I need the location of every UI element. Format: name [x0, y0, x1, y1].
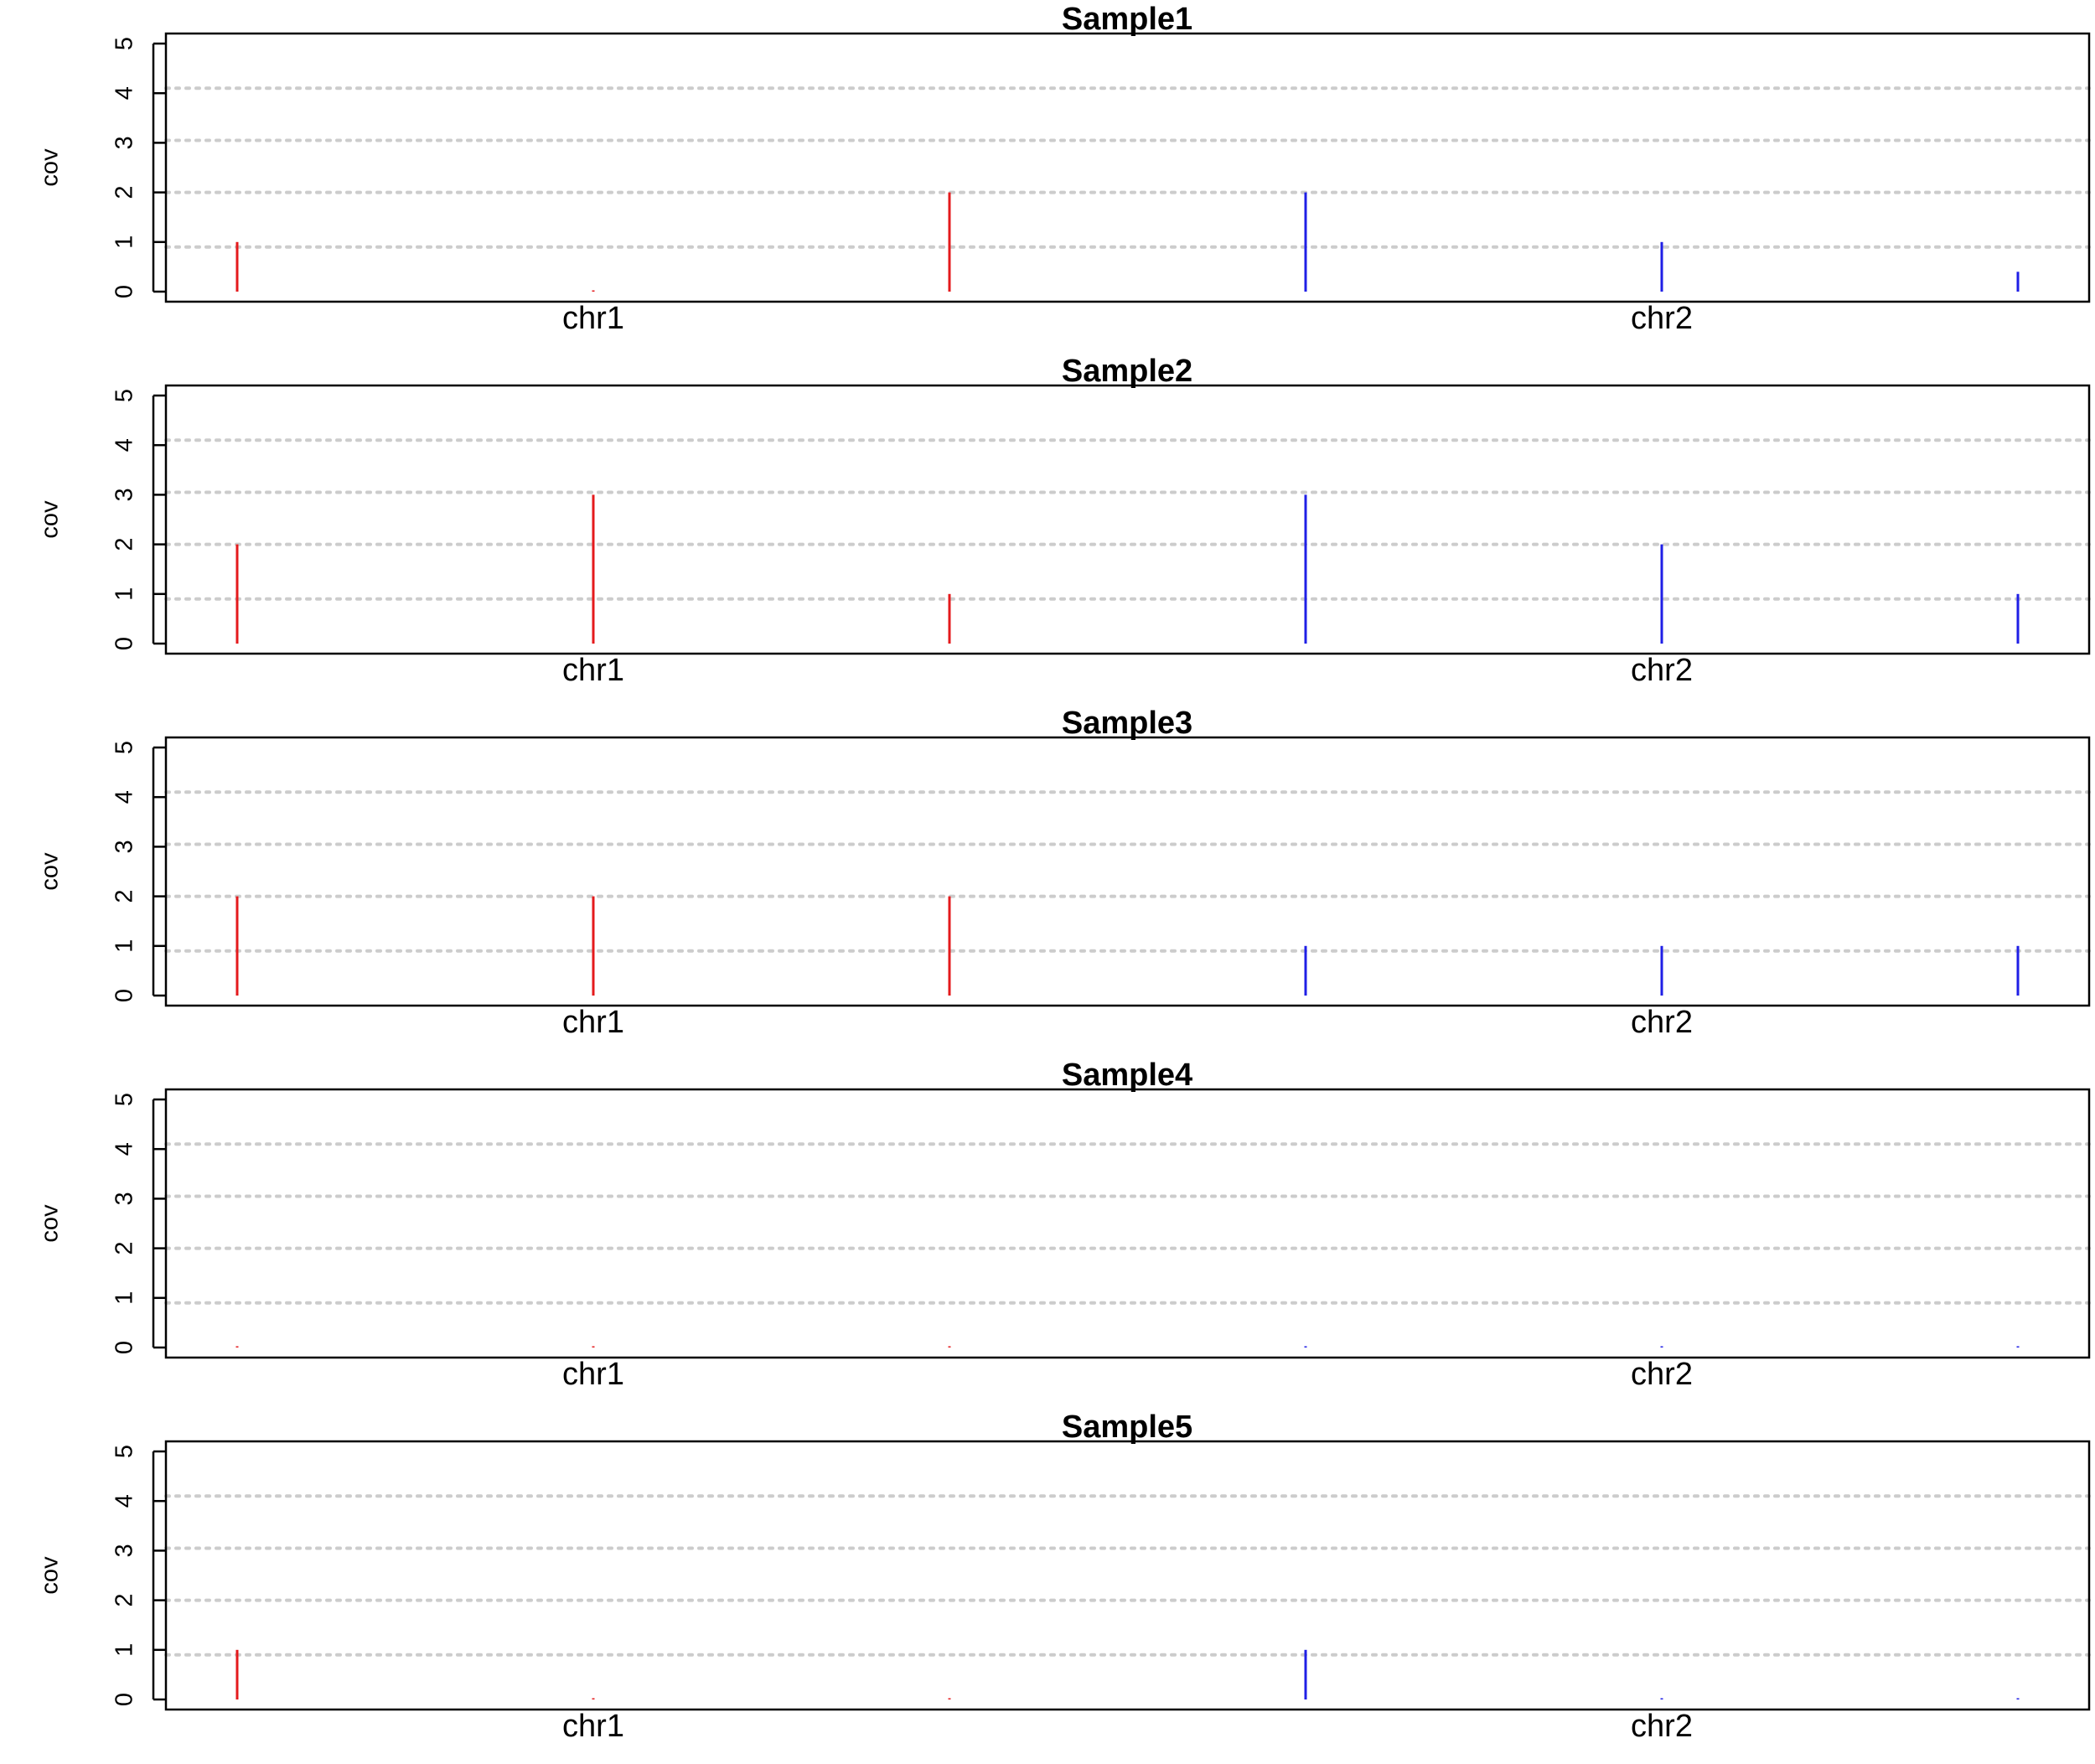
panel-title: Sample5	[1062, 1410, 1192, 1445]
x-group-label-chr2: chr2	[1631, 301, 1693, 336]
y-tick-label: 4	[111, 86, 138, 100]
y-tick-label: 1	[111, 939, 138, 953]
x-group-label-chr2: chr2	[1631, 1357, 1693, 1392]
y-tick-label: 3	[111, 488, 138, 501]
y-tick-label: 1	[111, 235, 138, 249]
coverage-bar-chr1-1	[235, 544, 239, 644]
coverage-bar-chr1-1	[235, 896, 239, 996]
y-tick-label: 4	[111, 438, 138, 452]
coverage-bar-chr1-3	[948, 1346, 951, 1348]
y-tick-label: 5	[111, 741, 138, 754]
coverage-bar-chr2-5	[1660, 1346, 1663, 1348]
sample-panel-5: 0 1 2 3 4 5 cov Sample5 chr1 chr2	[37, 1410, 2091, 1744]
sample-panel-4: 0 1 2 3 4 5 cov Sample4 chr1 chr2	[37, 1058, 2091, 1392]
sample-panel-1: 0 1 2 3 4 5 cov Sample1 chr1 chr2	[37, 2, 2091, 336]
y-tick-label: 5	[111, 1093, 138, 1106]
coverage-bar-chr1-3	[948, 192, 951, 292]
coverage-bar-chr1-3	[948, 593, 951, 644]
coverage-bar-chr1-3	[948, 896, 951, 996]
plot-frame	[164, 384, 2091, 655]
coverage-bar-chr1-2	[592, 1346, 595, 1348]
x-group-label-chr1: chr1	[562, 653, 624, 688]
coverage-bar-chr2-6	[2016, 1346, 2020, 1348]
plot-frame	[164, 1440, 2091, 1711]
coverage-bar-chr1-2	[592, 1698, 595, 1699]
coverage-bar-chr1-3	[948, 1698, 951, 1699]
x-group-label-chr1: chr1	[562, 1005, 624, 1040]
x-group-label-chr1: chr1	[562, 1709, 624, 1744]
y-tick-label: 1	[111, 1291, 138, 1305]
coverage-bar-chr1-2	[592, 494, 595, 644]
y-tick-label: 0	[111, 637, 138, 650]
y-axis-label: cov	[37, 148, 64, 187]
x-group-label-chr2: chr2	[1631, 653, 1693, 688]
plot-frame	[164, 736, 2091, 1007]
y-tick-label: 5	[111, 389, 138, 402]
coverage-bar-chr2-5	[1660, 1698, 1663, 1699]
coverage-bar-chr2-5	[1660, 544, 1663, 644]
y-axis-label: cov	[37, 852, 64, 891]
coverage-bar-chr2-6	[2016, 1698, 2020, 1699]
coverage-bar-chr1-1	[235, 241, 239, 292]
coverage-bar-chr1-1	[235, 1649, 239, 1699]
coverage-bar-chr2-4	[1304, 1346, 1307, 1348]
y-tick-label: 1	[111, 1643, 138, 1657]
y-tick-label: 4	[111, 1142, 138, 1156]
y-tick-label: 2	[111, 1594, 138, 1607]
y-tick-label: 3	[111, 840, 138, 853]
plot-frame	[164, 32, 2091, 303]
y-axis-label: cov	[37, 1204, 64, 1243]
y-axis-label: cov	[37, 500, 64, 539]
panel-title: Sample1	[1062, 2, 1192, 37]
y-tick-label: 3	[111, 1544, 138, 1557]
y-tick-label: 5	[111, 1445, 138, 1458]
coverage-bar-chr1-2	[592, 896, 595, 996]
panel-title: Sample3	[1062, 706, 1192, 741]
x-group-label-chr1: chr1	[562, 1357, 624, 1392]
y-tick-label: 2	[111, 538, 138, 551]
plot-frame	[164, 1088, 2091, 1359]
coverage-bar-chr2-6	[2016, 945, 2020, 996]
coverage-bar-chr2-4	[1304, 1649, 1307, 1699]
y-tick-label: 5	[111, 37, 138, 50]
y-tick-label: 2	[111, 890, 138, 903]
y-tick-label: 2	[111, 1242, 138, 1255]
y-tick-label: 3	[111, 136, 138, 149]
coverage-bar-chr1-1	[235, 1346, 239, 1348]
y-tick-label: 0	[111, 1693, 138, 1706]
coverage-bar-chr2-5	[1660, 241, 1663, 292]
sample-panel-3: 0 1 2 3 4 5 cov Sample3 chr1 chr2	[37, 706, 2091, 1040]
y-tick-label: 1	[111, 587, 138, 601]
coverage-bar-chr2-6	[2016, 272, 2020, 292]
panel-title: Sample2	[1062, 354, 1192, 389]
x-group-label-chr2: chr2	[1631, 1709, 1693, 1744]
y-axis-label: cov	[37, 1556, 64, 1595]
panel-title: Sample4	[1062, 1058, 1192, 1093]
coverage-bar-chr2-5	[1660, 945, 1663, 996]
coverage-bar-chr2-4	[1304, 945, 1307, 996]
y-tick-label: 0	[111, 1341, 138, 1354]
y-tick-label: 3	[111, 1192, 138, 1205]
y-tick-label: 4	[111, 1494, 138, 1508]
x-group-label-chr1: chr1	[562, 301, 624, 336]
x-group-label-chr2: chr2	[1631, 1005, 1693, 1040]
coverage-bar-chr1-2	[592, 290, 595, 292]
y-tick-label: 0	[111, 989, 138, 1002]
coverage-bar-chr2-6	[2016, 593, 2020, 644]
y-tick-label: 2	[111, 186, 138, 199]
coverage-bar-chr2-4	[1304, 192, 1307, 292]
y-tick-label: 0	[111, 285, 138, 298]
y-tick-label: 4	[111, 790, 138, 804]
sample-panel-2: 0 1 2 3 4 5 cov Sample2 chr1 chr2	[37, 354, 2091, 688]
coverage-bar-chr2-4	[1304, 494, 1307, 644]
